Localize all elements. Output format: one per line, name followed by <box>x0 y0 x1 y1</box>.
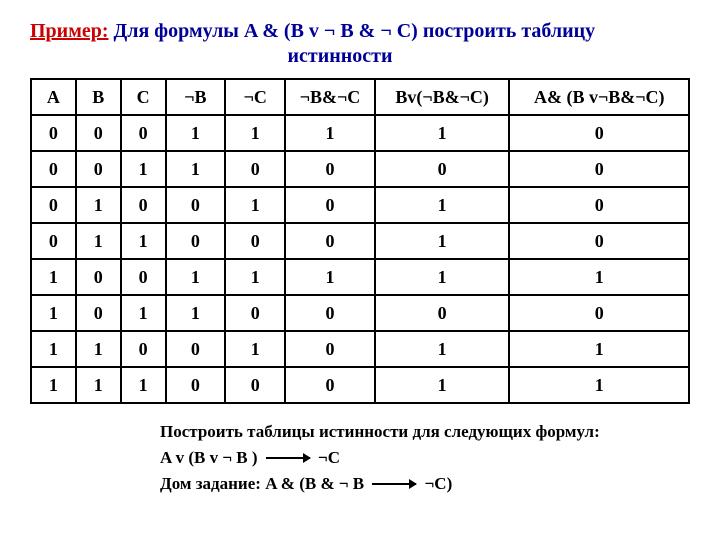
table-cell: 0 <box>31 115 76 151</box>
table-cell: 0 <box>225 151 285 187</box>
table-row: 10011111 <box>31 259 689 295</box>
table-cell: 1 <box>166 259 226 295</box>
table-cell: 1 <box>509 331 689 367</box>
homework-line: Дом задание: A & (B & ¬ B ¬C) <box>160 474 690 494</box>
table-cell: 1 <box>509 259 689 295</box>
table-header-cell: Bv(¬B&¬C) <box>375 79 510 115</box>
table-cell: 1 <box>76 223 121 259</box>
table-header-cell: A& (B v¬B&¬C) <box>509 79 689 115</box>
table-cell: 1 <box>31 295 76 331</box>
table-cell: 1 <box>375 223 510 259</box>
table-row: 11100011 <box>31 367 689 403</box>
table-cell: 1 <box>31 331 76 367</box>
table-cell: 0 <box>225 295 285 331</box>
table-cell: 1 <box>225 187 285 223</box>
table-cell: 1 <box>375 187 510 223</box>
table-cell: 0 <box>166 223 226 259</box>
table-cell: 1 <box>166 295 226 331</box>
title-prefix: Пример: <box>30 20 109 42</box>
table-cell: 0 <box>285 151 375 187</box>
table-cell: 0 <box>166 187 226 223</box>
arrow-icon <box>266 457 310 459</box>
table-cell: 0 <box>509 187 689 223</box>
table-cell: 0 <box>285 295 375 331</box>
table-cell: 0 <box>121 259 166 295</box>
table-cell: 1 <box>285 115 375 151</box>
table-cell: 1 <box>225 259 285 295</box>
table-cell: 0 <box>121 115 166 151</box>
table-cell: 0 <box>166 367 226 403</box>
table-cell: 0 <box>121 331 166 367</box>
homework-label: Дом задание: <box>160 474 265 493</box>
table-cell: 0 <box>76 151 121 187</box>
table-cell: 0 <box>76 259 121 295</box>
table-cell: 0 <box>121 187 166 223</box>
formula1-left: A v (B v ¬ B ) <box>160 448 258 467</box>
table-cell: 1 <box>225 115 285 151</box>
table-header-cell: A <box>31 79 76 115</box>
table-header-cell: ¬B <box>166 79 226 115</box>
arrow-icon <box>372 483 416 485</box>
table-cell: 1 <box>375 367 510 403</box>
table-row: 01001010 <box>31 187 689 223</box>
table-cell: 0 <box>76 115 121 151</box>
truth-table: ABC¬B¬C¬B&¬CBv(¬B&¬C)A& (B v¬B&¬C) 00011… <box>30 78 690 404</box>
table-cell: 1 <box>225 331 285 367</box>
table-cell: 1 <box>166 151 226 187</box>
table-cell: 0 <box>375 295 510 331</box>
table-cell: 1 <box>121 295 166 331</box>
table-cell: 0 <box>509 295 689 331</box>
table-cell: 1 <box>375 331 510 367</box>
table-header-cell: C <box>121 79 166 115</box>
title-line-2: истинности <box>0 45 690 68</box>
table-cell: 1 <box>76 367 121 403</box>
table-cell: 0 <box>285 367 375 403</box>
table-cell: 0 <box>509 223 689 259</box>
table-cell: 0 <box>31 151 76 187</box>
table-cell: 0 <box>76 295 121 331</box>
table-cell: 0 <box>225 367 285 403</box>
table-header-row: ABC¬B¬C¬B&¬CBv(¬B&¬C)A& (B v¬B&¬C) <box>31 79 689 115</box>
title-text-1: Для формулы <box>109 20 244 42</box>
table-cell: 0 <box>31 223 76 259</box>
table-cell: 1 <box>31 367 76 403</box>
table-cell: 1 <box>76 187 121 223</box>
table-header-cell: B <box>76 79 121 115</box>
formula2-right: ¬C) <box>425 474 453 493</box>
table-row: 00110000 <box>31 151 689 187</box>
tasks-block: Построить таблицы истинности для следующ… <box>160 422 690 494</box>
table-cell: 1 <box>166 115 226 151</box>
formula1-right: ¬C <box>318 448 340 467</box>
formula2-left: A & (B & ¬ B <box>265 474 364 493</box>
title-text-2: построить таблицу <box>418 20 595 42</box>
table-cell: 1 <box>509 367 689 403</box>
table-row: 01100010 <box>31 223 689 259</box>
table-cell: 0 <box>285 223 375 259</box>
table-cell: 1 <box>285 259 375 295</box>
table-header-cell: ¬B&¬C <box>285 79 375 115</box>
table-cell: 1 <box>375 115 510 151</box>
title-line-1: Пример: Для формулы A & (B v ¬ B & ¬ C) … <box>30 20 690 43</box>
table-row: 10110000 <box>31 295 689 331</box>
table-cell: 1 <box>31 259 76 295</box>
table-cell: 0 <box>285 331 375 367</box>
table-cell: 0 <box>375 151 510 187</box>
table-cell: 1 <box>121 223 166 259</box>
table-cell: 0 <box>166 331 226 367</box>
table-row: 11001011 <box>31 331 689 367</box>
table-cell: 0 <box>31 187 76 223</box>
table-cell: 0 <box>509 151 689 187</box>
table-cell: 1 <box>375 259 510 295</box>
title-formula: A & (B v ¬ B & ¬ C) <box>244 20 418 42</box>
table-cell: 0 <box>285 187 375 223</box>
table-cell: 0 <box>509 115 689 151</box>
table-cell: 1 <box>121 151 166 187</box>
task-formula-1: A v (B v ¬ B ) ¬C <box>160 448 690 468</box>
table-row: 00011110 <box>31 115 689 151</box>
table-cell: 1 <box>121 367 166 403</box>
table-cell: 0 <box>225 223 285 259</box>
table-header-cell: ¬C <box>225 79 285 115</box>
table-cell: 1 <box>76 331 121 367</box>
task-intro: Построить таблицы истинности для следующ… <box>160 422 690 442</box>
